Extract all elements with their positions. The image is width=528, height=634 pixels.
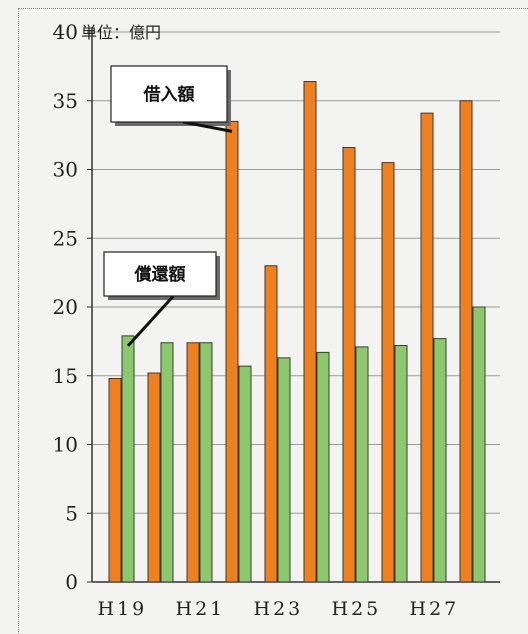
callout-box: [103, 251, 217, 297]
callout-box: [110, 65, 228, 123]
y-tick-label: 35: [53, 89, 78, 113]
bar-repayment: [121, 335, 135, 583]
bar-repayment: [160, 342, 174, 583]
x-tick-label: H21: [176, 598, 226, 620]
y-tick-label: 0: [65, 570, 78, 594]
bar-repayment: [355, 346, 369, 583]
bar-borrowing: [459, 100, 473, 583]
x-tick-label: H23: [254, 598, 304, 620]
bar-borrowing: [342, 147, 356, 583]
bar-repayment: [394, 345, 408, 583]
bar-borrowing: [420, 112, 434, 583]
panel-border: [18, 8, 528, 634]
x-tick-label: H19: [98, 598, 148, 620]
bar-repayment: [316, 351, 330, 583]
callout-label: 償還額: [134, 264, 186, 285]
y-tick-label: 10: [53, 433, 78, 457]
callout-leader: [182, 120, 233, 133]
y-tick-label: 25: [53, 226, 78, 250]
callout-label: 借入額: [143, 84, 195, 105]
x-tick-label: H25: [332, 598, 382, 620]
bar-borrowing: [186, 342, 200, 583]
callout-leader: [126, 294, 175, 347]
y-tick-label: 30: [53, 158, 78, 182]
bar-repayment: [433, 338, 447, 583]
x-tick-label: H27: [410, 598, 460, 620]
y-tick-label: 20: [53, 295, 78, 319]
y-tick-label: 40: [53, 20, 78, 44]
bar-borrowing: [264, 265, 278, 583]
bar-borrowing: [381, 162, 395, 583]
bar-repayment: [277, 357, 291, 583]
bar-repayment: [199, 342, 213, 583]
bar-borrowing: [108, 378, 122, 583]
bar-repayment: [472, 306, 486, 583]
y-tick-label: 5: [65, 501, 78, 525]
bar-borrowing: [303, 81, 317, 583]
bar-borrowing: [147, 372, 161, 583]
unit-label: 単位：億円: [81, 23, 161, 42]
bar-borrowing: [225, 120, 239, 583]
bar-repayment: [238, 365, 252, 583]
y-tick-label: 15: [53, 364, 78, 388]
